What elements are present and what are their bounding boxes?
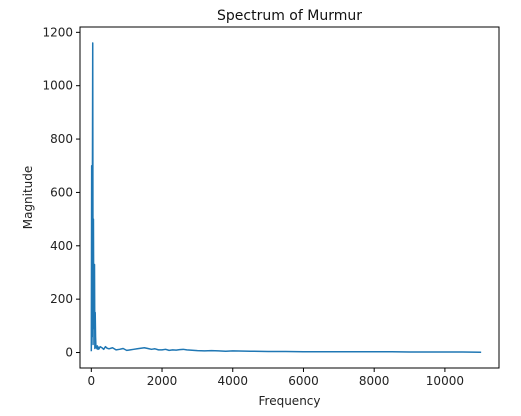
x-tick-label: 8000 <box>359 374 390 388</box>
plot-frame <box>79 26 500 369</box>
y-tick-label: 800 <box>50 132 73 146</box>
x-tick-label: 4000 <box>217 374 248 388</box>
x-axis-ticks: 0 2000 4000 6000 8000 10000 <box>87 368 464 388</box>
spectrum-series-line <box>90 42 482 354</box>
plot-area <box>90 42 482 354</box>
x-tick-label: 0 <box>87 374 95 388</box>
x-tick-label: 10000 <box>426 374 464 388</box>
y-tick-label: 0 <box>65 346 73 360</box>
chart-title: Spectrum of Murmur <box>217 8 362 24</box>
y-axis-ticks: 0 200 400 600 800 1000 1200 <box>42 25 80 360</box>
x-tick-label: 2000 <box>147 374 178 388</box>
x-tick-label: 6000 <box>288 374 319 388</box>
y-tick-label: 400 <box>50 239 73 253</box>
y-axis-title: Magnitude <box>21 166 35 230</box>
y-tick-label: 600 <box>50 185 73 199</box>
y-tick-label: 200 <box>50 292 73 306</box>
x-axis-title: Frequency <box>259 394 321 408</box>
y-tick-label: 1000 <box>42 79 73 93</box>
y-tick-label: 1200 <box>42 25 73 39</box>
